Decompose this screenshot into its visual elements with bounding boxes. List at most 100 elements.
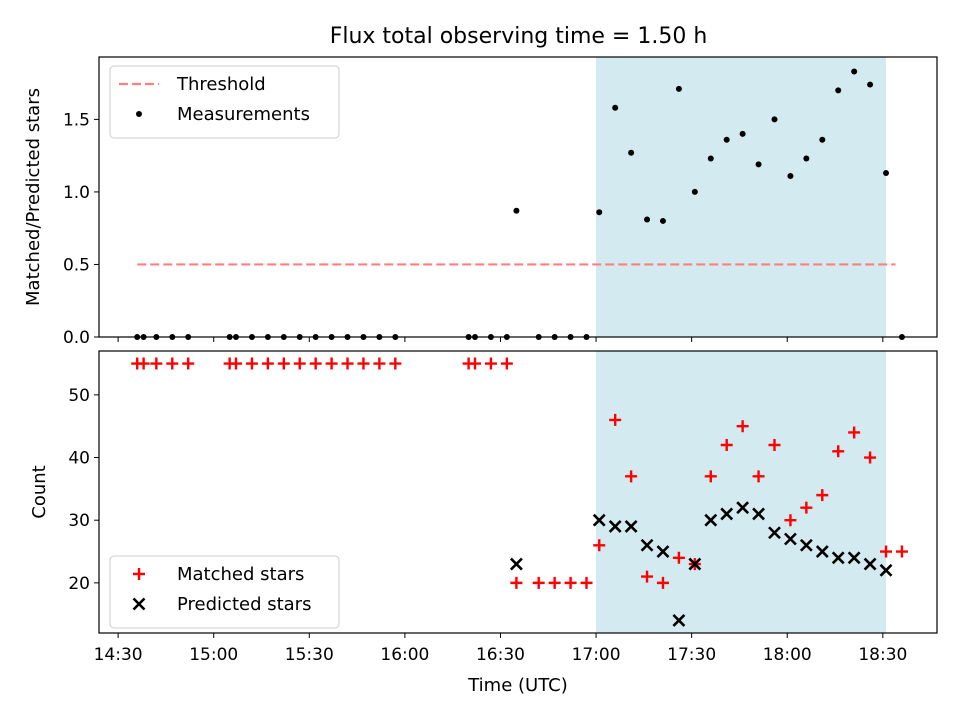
- legend-box: [109, 65, 340, 139]
- predicted-star-point: [624, 520, 638, 533]
- observing-span: [596, 57, 887, 337]
- matched-star-point: [357, 357, 370, 370]
- measurement-point: [867, 81, 874, 88]
- plot-frame: [98, 350, 938, 634]
- matched-star-point: [768, 439, 781, 451]
- y-tick-label: 0.5: [63, 255, 90, 275]
- predicted-star-point: [799, 538, 813, 552]
- matched-star-point: [341, 357, 354, 370]
- x-tick-label: 15:00: [189, 645, 238, 665]
- chart-title: Flux total observing time = 1.50 h: [330, 24, 708, 49]
- matched-star-point: [373, 357, 386, 370]
- predicted-star-point: [720, 507, 734, 521]
- matched-star-point: [816, 489, 829, 502]
- y-tick-label: 0.0: [63, 328, 90, 348]
- legend-label: Measurements: [177, 104, 310, 125]
- matched-star-point: [580, 576, 593, 589]
- matched-star-point: [656, 576, 669, 589]
- matched-star-point: [468, 357, 481, 370]
- legend-label: Matched stars: [177, 564, 304, 585]
- measurement-point: [787, 172, 794, 179]
- matched-star-point: [277, 357, 290, 370]
- measurement-point: [644, 216, 651, 223]
- top-panel: 0.0 0.5 1.0 1.5 Matched/Predicted stars Thres…: [23, 56, 938, 348]
- predicted-star-point: [863, 557, 877, 571]
- matched-star-point: [720, 439, 733, 451]
- matched-star-point: [848, 426, 861, 439]
- matched-star-point: [548, 576, 561, 589]
- y-tick-label: 20: [68, 574, 90, 594]
- measurement-point: [596, 209, 603, 216]
- matched-star-point: [625, 470, 638, 483]
- y-tick-label: 40: [68, 449, 90, 469]
- observing-span: [596, 351, 887, 633]
- measurement-point: [851, 68, 858, 75]
- y-tick-label: 30: [68, 511, 90, 531]
- measurement-point: [707, 155, 714, 162]
- measurement-point: [739, 130, 746, 137]
- predicted-star-point: [608, 520, 622, 533]
- x-axis-label: Time (UTC): [467, 675, 568, 696]
- y-tick-label: 50: [68, 386, 90, 406]
- matched-star-point: [784, 514, 797, 527]
- matched-star-point: [532, 576, 545, 589]
- matched-star-point: [484, 357, 497, 370]
- x-tick-label: 16:00: [380, 645, 429, 665]
- measurement-point: [835, 87, 842, 94]
- x-tick-label: 18:30: [858, 645, 907, 665]
- matched-star-point: [641, 570, 654, 583]
- matched-star-point: [672, 551, 685, 564]
- x-tick-label: 16:30: [476, 645, 525, 665]
- x-tick-label: 18:00: [763, 645, 812, 665]
- legend-measurement-swatch: [136, 111, 142, 117]
- predicted-star-point: [704, 513, 718, 527]
- predicted-star-point: [592, 513, 606, 527]
- x-tick-label: 17:00: [572, 645, 621, 665]
- x-tick-label: 15:30: [285, 645, 334, 665]
- matched-star-point: [389, 357, 402, 370]
- matched-star-point: [564, 576, 577, 589]
- predicted-star-point: [509, 557, 523, 571]
- predicted-star-point: [784, 532, 797, 546]
- legend-matched-swatch: [133, 568, 145, 580]
- matched-star-point: [245, 357, 258, 370]
- legend: Matched stars Predicted stars: [109, 555, 340, 629]
- matched-star-point: [182, 357, 195, 370]
- matched-star-point: [166, 357, 179, 370]
- predicted-star-point: [879, 563, 893, 577]
- predicted-star-point: [831, 551, 845, 565]
- y-axis-label: Matched/Predicted stars: [23, 88, 44, 306]
- matched-star-point: [736, 420, 749, 433]
- predicted-star-point: [640, 538, 654, 552]
- bottom-panel: 14:30 15:00 15:30 16:00 16:30 17:00 17:30 18:00…: [29, 350, 938, 696]
- measurement-point: [723, 136, 730, 143]
- legend-box: [109, 555, 340, 629]
- measurement-point: [883, 170, 890, 177]
- x-tick-label: 14:30: [94, 645, 143, 665]
- legend-label: Predicted stars: [177, 594, 311, 615]
- y-tick-label: 1.5: [63, 110, 90, 130]
- matched-star-point: [293, 357, 306, 370]
- y-axis-label: Count: [29, 465, 50, 518]
- predicted-star-point: [815, 545, 829, 558]
- predicted-star-point: [736, 501, 750, 515]
- matched-star-point: [704, 470, 717, 483]
- legend: Threshold Measurements: [109, 65, 340, 139]
- predicted-star-point: [688, 557, 702, 571]
- x-tick-label: 17:30: [667, 645, 716, 665]
- measurement-point: [771, 116, 778, 123]
- predicted-star-point: [768, 526, 781, 540]
- plot-frame: [98, 56, 938, 338]
- measurement-point: [691, 188, 698, 195]
- matched-star-point: [150, 357, 163, 370]
- matched-star-point: [593, 539, 606, 552]
- predicted-star-point: [752, 507, 765, 521]
- matched-star-point: [752, 470, 765, 483]
- predicted-star-point: [672, 614, 686, 627]
- matched-star-point: [895, 545, 908, 558]
- matched-star-point: [309, 357, 322, 370]
- legend-predicted-swatch: [132, 597, 146, 611]
- measurement-point: [755, 161, 762, 168]
- measurement-point: [803, 155, 810, 162]
